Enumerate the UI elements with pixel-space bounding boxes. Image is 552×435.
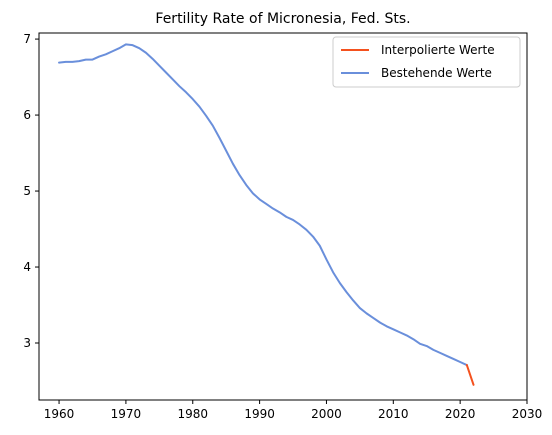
x-tick-label: 2000 [311,407,342,421]
x-tick-label: 1980 [177,407,208,421]
x-tick-label: 2030 [512,407,543,421]
x-tick-label: 1970 [111,407,142,421]
chart-title: Fertility Rate of Micronesia, Fed. Sts. [155,11,410,27]
series-line-existing [58,43,468,367]
y-tick-label: 3 [23,336,31,350]
axes-frame [38,32,528,401]
legend-label-existing: Bestehende Werte [381,66,492,80]
x-tick-label: 2020 [445,407,476,421]
x-tick-label: 1960 [44,407,75,421]
y-tick-label: 7 [23,32,31,46]
legend-frame [332,36,521,88]
y-tick-label: 5 [23,184,31,198]
y-tick-label: 6 [23,108,31,122]
x-tick-label: 1990 [244,407,275,421]
legend: Interpolierte Werte Bestehende Werte [332,36,521,88]
plot-area: 1960 1970 1980 1990 2000 2010 2020 2030 3 4 5 6 7 [23,32,542,421]
x-tick-label: 2010 [378,407,409,421]
legend-label-interpolated: Interpolierte Werte [381,43,495,57]
y-tick-label: 4 [23,260,31,274]
series-line-interpolated [465,364,475,386]
